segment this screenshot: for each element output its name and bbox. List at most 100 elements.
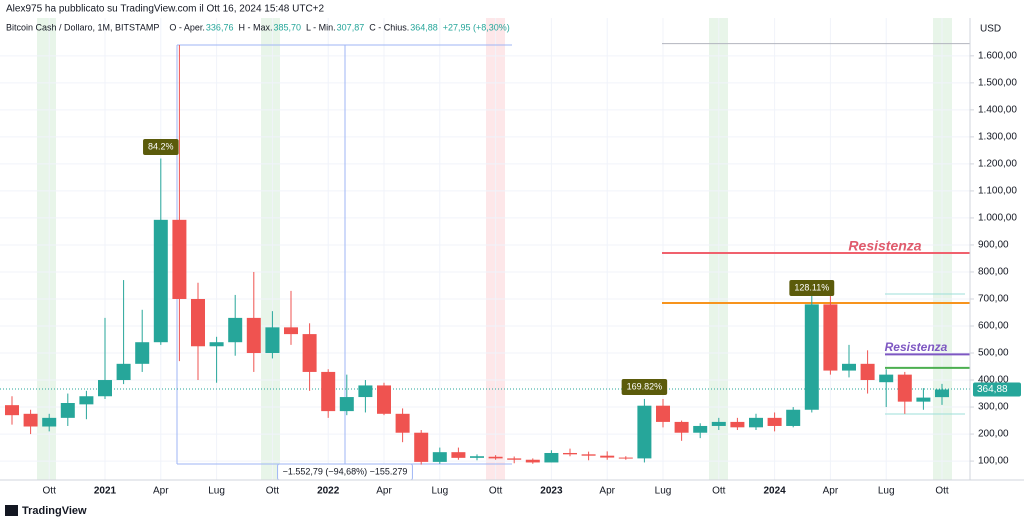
- y-tick-label: 1.300,00: [978, 132, 1017, 143]
- candle-body: [116, 363, 131, 381]
- candle-body: [879, 374, 894, 383]
- annotation: −1.552,79 (−94,68%) −155.279: [277, 463, 413, 481]
- annotation: Resistenza: [885, 340, 948, 354]
- annotation-text: 169.82%: [627, 381, 663, 391]
- y-tick-label: 100,00: [978, 456, 1009, 467]
- candle-body: [153, 219, 168, 343]
- candle-body: [897, 374, 912, 402]
- candle-body: [581, 454, 596, 456]
- candle-body: [228, 317, 243, 343]
- candle-body: [470, 456, 484, 458]
- x-tick-label: Lug: [655, 486, 672, 497]
- x-tick-label: Lug: [878, 486, 895, 497]
- candle-body: [284, 327, 298, 335]
- candle-body: [191, 298, 205, 347]
- candle-body: [804, 304, 819, 410]
- x-tick-label: 2022: [317, 486, 340, 497]
- last-price-box: [973, 382, 1021, 397]
- x-tick-label: 2023: [540, 486, 563, 497]
- annotation-text: Resistenza: [848, 238, 921, 254]
- annotation: Resistenza: [848, 238, 921, 254]
- candle-body: [414, 432, 429, 462]
- candle-body: [656, 405, 670, 422]
- candle-body: [209, 342, 224, 347]
- legend-high: 385,70: [273, 22, 301, 32]
- x-tick-label: Apr: [153, 486, 169, 497]
- y-tick-label: 1.100,00: [978, 186, 1017, 197]
- candle-body: [246, 317, 261, 354]
- x-tick-label: Ott: [489, 486, 503, 497]
- y-tick-label: 700,00: [978, 294, 1009, 305]
- candle-body: [135, 342, 150, 364]
- candle-body: [823, 304, 838, 371]
- publisher: Alex975 ha pubblicato su TradingView.com…: [6, 4, 325, 15]
- y-tick-label: 1.600,00: [978, 50, 1017, 61]
- candle-body: [507, 458, 522, 460]
- candle-body: [525, 459, 540, 463]
- candle-body: [395, 413, 410, 433]
- brand-logo: [5, 505, 18, 516]
- candle-body: [488, 456, 503, 459]
- y-tick-label: 600,00: [978, 321, 1009, 332]
- legend-close-label: C - Chius.: [369, 22, 409, 32]
- candle-body: [618, 457, 633, 459]
- annotation: 169.82%: [621, 379, 668, 395]
- annotation: 84.2%: [143, 139, 179, 155]
- y-tick-label: 900,00: [978, 240, 1009, 251]
- y-tick-label: 200,00: [978, 429, 1009, 440]
- x-tick-label: Ott: [935, 486, 949, 497]
- y-tick-label: 800,00: [978, 267, 1009, 278]
- candle-body: [172, 219, 187, 299]
- legend-high-label: H - Max.: [238, 22, 272, 32]
- y-tick-label: 500,00: [978, 348, 1009, 359]
- candle-body: [935, 389, 949, 398]
- legend-change: +27,95 (+8,30%): [443, 22, 510, 32]
- y-tick-label: 1.000,00: [978, 213, 1017, 224]
- last-price-label: 364,88: [977, 384, 1008, 395]
- candle-body: [339, 397, 354, 412]
- x-tick-label: 2024: [763, 486, 786, 497]
- annotation-text: 84.2%: [148, 141, 174, 151]
- y-tick-label: 300,00: [978, 402, 1009, 413]
- x-tick-label: Lug: [431, 486, 448, 497]
- candle-body: [42, 417, 57, 427]
- x-tick-label: Ott: [712, 486, 726, 497]
- legend-low-label: L - Min.: [306, 22, 336, 32]
- y-tick-label: 1.400,00: [978, 105, 1017, 116]
- candle-body: [916, 397, 931, 402]
- legend-open: 336,76: [206, 22, 234, 32]
- candle-body: [451, 452, 466, 458]
- candle-body: [302, 334, 317, 372]
- candle-body: [265, 327, 280, 354]
- candle-body: [5, 405, 19, 416]
- candle-body: [767, 417, 782, 426]
- candle-body: [842, 363, 856, 371]
- currency: USD: [980, 24, 1001, 35]
- candle-body: [637, 405, 652, 459]
- annotation-text: −1.552,79 (−94,68%) −155.279: [283, 466, 408, 476]
- legend-low: 307,87: [337, 22, 365, 32]
- candle-body: [98, 380, 112, 397]
- annotation-text: Resistenza: [885, 340, 948, 354]
- annotation-text: 128.11%: [794, 282, 829, 292]
- candle-body: [711, 421, 726, 426]
- candle-body: [23, 413, 38, 427]
- x-tick-label: Lug: [208, 486, 225, 497]
- annotation-box: [789, 280, 835, 296]
- candle-body: [693, 425, 708, 433]
- x-tick-label: Apr: [376, 486, 392, 497]
- annotation-box: [143, 139, 179, 155]
- x-tick-label: Apr: [599, 486, 615, 497]
- y-tick-label: 1.500,00: [978, 77, 1017, 88]
- candle-body: [358, 385, 373, 398]
- x-tick-label: Apr: [823, 486, 839, 497]
- candle-body: [674, 421, 689, 433]
- x-tick-label: Ott: [266, 486, 280, 497]
- candle-body: [749, 417, 763, 428]
- brand: TradingView: [22, 505, 87, 517]
- candle-body: [432, 452, 447, 462]
- candle-body: [563, 452, 577, 455]
- season-band: [37, 18, 56, 480]
- y-tick-label: 400,00: [978, 375, 1009, 386]
